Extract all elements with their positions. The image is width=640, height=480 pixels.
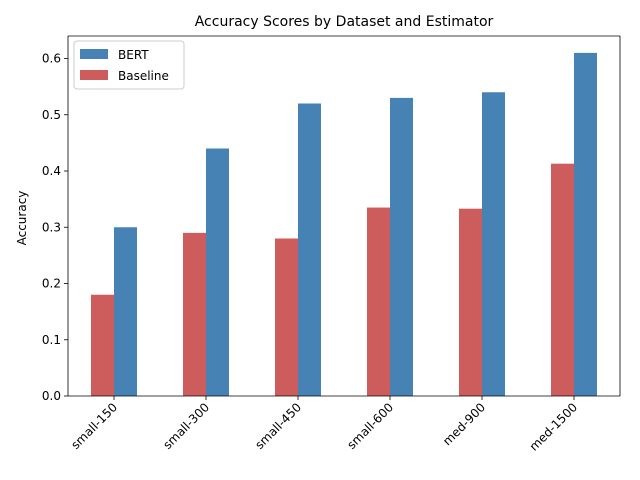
y-axis-label: Accuracy: [15, 191, 29, 246]
bar-bert-small-450: [298, 103, 321, 396]
x-tick-label-med-900: med-900: [440, 400, 488, 448]
bar-bert-small-600: [390, 97, 413, 396]
bar-baseline-small-150: [91, 294, 114, 396]
y-tick-label-0.3: 0.3: [42, 220, 61, 234]
bar-bert-small-150: [114, 227, 137, 396]
legend-label-baseline: Baseline: [118, 69, 169, 83]
y-tick-label-0.2: 0.2: [42, 277, 61, 291]
bar-baseline-small-600: [367, 207, 390, 396]
y-tick-label-0.4: 0.4: [42, 164, 61, 178]
bar-baseline-med-900: [459, 208, 482, 396]
legend-label-bert: BERT: [118, 48, 149, 62]
bar-bert-small-300: [206, 148, 229, 396]
bar-bert-med-1500: [574, 52, 597, 396]
x-tick-label-small-150: small-150: [68, 400, 120, 452]
bar-baseline-small-450: [275, 238, 298, 396]
y-tick-label-0.0: 0.0: [42, 389, 61, 403]
chart-title: Accuracy Scores by Dataset and Estimator: [195, 14, 494, 30]
legend-swatch-baseline: [80, 70, 108, 80]
bar-baseline-small-300: [183, 232, 206, 396]
legend-swatch-bert: [80, 49, 108, 59]
bar-baseline-med-1500: [551, 163, 574, 396]
bar-bert-med-900: [482, 92, 505, 396]
y-tick-label-0.1: 0.1: [42, 333, 61, 347]
plot-area: 0.0 0.1 0.2 0.3 0.4 0.5 0.6 small-150 small-300 s…: [42, 35, 621, 454]
x-tick-label-med-1500: med-1500: [527, 400, 580, 453]
y-tick-label-0.5: 0.5: [42, 108, 61, 122]
x-tick-label-small-450: small-450: [252, 400, 304, 452]
x-tick-label-small-600: small-600: [344, 400, 396, 452]
x-tick-label-small-300: small-300: [160, 400, 212, 452]
y-tick-label-0.6: 0.6: [42, 52, 61, 66]
